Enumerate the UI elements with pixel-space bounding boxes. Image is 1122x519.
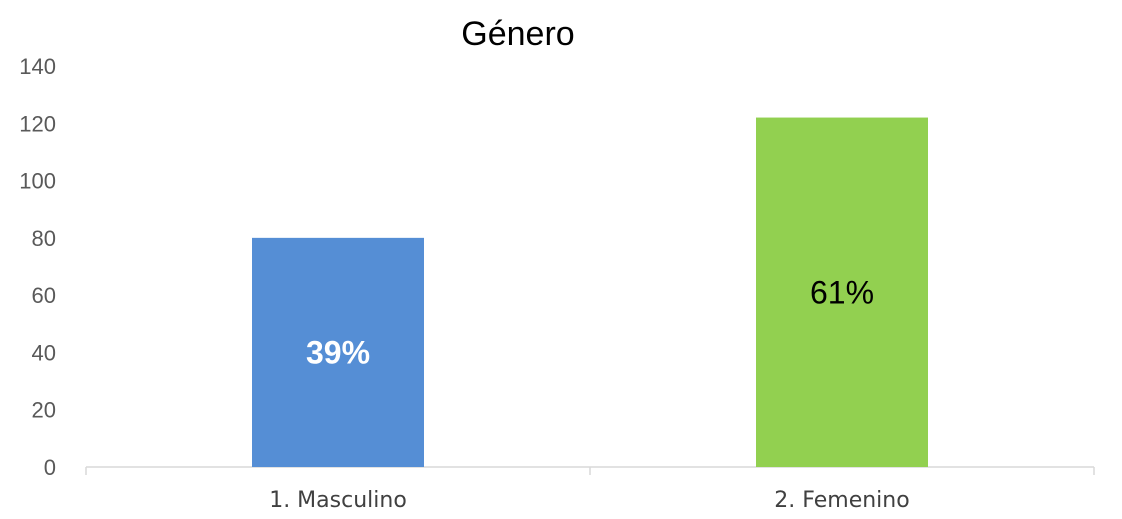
y-axis: 0 20 40 60 80 100 120 140 [19,54,56,480]
y-tick-label: 20 [32,398,56,423]
y-tick-label: 60 [32,283,56,308]
y-tick-label: 120 [19,111,56,136]
y-tick-label: 0 [44,455,56,480]
y-tick-label: 80 [32,226,56,251]
data-label: 39% [306,334,370,370]
bar-2 [756,117,928,468]
x-axis: 1. Masculino 2. Femenino [85,467,1095,513]
data-label: 61% [810,274,874,310]
x-category-label: 2. Femenino [774,488,909,513]
chart-title: Género [461,15,574,53]
bars: 39% 61% [252,117,928,468]
y-tick-label: 100 [19,169,56,194]
x-category-label: 1. Masculino [269,488,407,513]
y-tick-label: 40 [32,340,56,365]
bar-1 [252,237,424,467]
y-tick-label: 140 [19,54,56,79]
